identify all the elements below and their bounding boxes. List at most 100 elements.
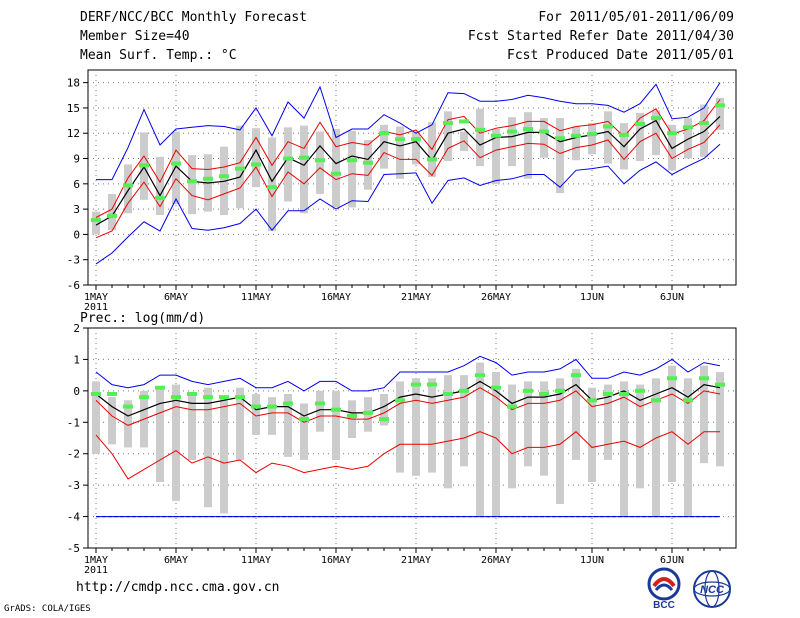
ensemble-box	[236, 387, 244, 460]
ensemble-box	[172, 131, 180, 205]
ensemble-box	[556, 378, 564, 504]
climate-mark	[107, 213, 117, 218]
y-tick-label: 3	[73, 203, 80, 216]
climate-mark	[635, 121, 645, 126]
chart-title: DERF/NCC/BCC Monthly Forecast	[80, 10, 307, 25]
y-tick-label: 2	[73, 322, 80, 335]
ensemble-box	[684, 378, 692, 517]
ensemble-box	[460, 375, 468, 467]
climate-mark	[603, 392, 613, 396]
x-tick-year-label: 2011	[84, 565, 108, 576]
ensemble-box	[188, 155, 196, 215]
climate-mark	[635, 388, 645, 393]
climate-mark	[587, 132, 597, 137]
climate-mark	[267, 404, 277, 409]
ensemble-box	[716, 372, 724, 467]
ensemble-box	[172, 384, 180, 501]
ncc-logo-icon: NCC	[693, 570, 731, 608]
y-tick-label: -6	[67, 279, 80, 292]
climate-mark	[411, 382, 421, 387]
x-tick-label: 6MAY	[164, 555, 188, 566]
ensemble-box	[380, 394, 388, 426]
upper-spread-line	[95, 99, 721, 218]
ensemble-box	[396, 126, 404, 179]
x-tick-label: 1MAY	[84, 292, 108, 303]
x-tick-label: 6MAY	[164, 292, 188, 303]
member-size: Member Size=40	[80, 29, 190, 44]
ensemble-box	[316, 131, 324, 194]
climate-mark	[155, 385, 165, 390]
ensemble-box	[476, 362, 484, 517]
climate-mark	[699, 376, 709, 381]
ensemble-box	[108, 193, 116, 231]
climate-mark	[155, 196, 165, 201]
upper-spread-line	[95, 387, 721, 426]
climate-mark	[315, 158, 325, 163]
climate-mark	[379, 131, 389, 136]
climate-mark	[395, 398, 405, 403]
climate-mark	[123, 183, 133, 188]
climate-mark	[299, 155, 309, 160]
climate-mark	[475, 127, 485, 132]
ensemble-box	[156, 156, 164, 216]
ensemble-box	[572, 368, 580, 460]
ensemble-box	[92, 381, 100, 454]
climate-mark	[443, 392, 453, 396]
ensemble-box	[220, 397, 228, 514]
climate-mark	[523, 127, 533, 132]
source-url[interactable]: http://cmdp.ncc.cma.gov.cn	[76, 580, 280, 595]
started-date: Fcst Started Refer Date 2011/04/30	[467, 29, 734, 44]
climate-mark	[427, 157, 437, 162]
climate-mark	[667, 376, 677, 381]
ensemble-box	[412, 378, 420, 476]
ensemble-box	[572, 126, 580, 161]
lower-spread-line	[95, 431, 720, 480]
x-tick-label: 11MAY	[241, 555, 271, 566]
ensemble-box	[332, 390, 340, 460]
climate-mark	[411, 137, 421, 142]
climate-mark	[507, 404, 517, 409]
x-tick-label: 26MAY	[481, 555, 511, 566]
climate-mark	[299, 417, 309, 422]
climate-mark	[491, 385, 501, 390]
climate-mark	[395, 137, 405, 142]
y-tick-label: 1	[73, 353, 80, 366]
ensemble-box	[620, 381, 628, 517]
x-tick-label: 6JUN	[660, 555, 684, 566]
climate-mark	[555, 136, 565, 141]
climate-mark	[571, 133, 581, 138]
ensemble-box	[156, 387, 164, 482]
ensemble-box	[252, 394, 260, 435]
climate-mark	[683, 125, 693, 130]
x-tick-label: 1MAY	[84, 555, 108, 566]
ensemble-box	[412, 131, 420, 165]
climate-mark	[619, 392, 629, 396]
climate-mark	[491, 133, 501, 138]
precip-panel-title: Prec.: log(mm/d)	[80, 311, 205, 326]
ncc-logo-text: NCC	[700, 584, 725, 596]
climate-mark	[539, 129, 549, 134]
x-tick-label: 6JUN	[660, 292, 684, 303]
climate-mark	[555, 388, 565, 393]
climate-mark	[91, 218, 101, 223]
y-tick-label: -3	[67, 254, 80, 267]
ensemble-box	[124, 400, 132, 448]
plot-frame	[87, 327, 737, 549]
climate-mark	[347, 158, 357, 163]
x-tick-label: 1JUN	[580, 555, 604, 566]
bcc-logo-text: BCC	[653, 600, 675, 610]
ensemble-box	[252, 128, 260, 188]
climate-mark	[331, 171, 341, 176]
climate-mark	[651, 116, 661, 121]
ensemble-box	[332, 129, 340, 208]
ensemble-box	[348, 130, 356, 208]
ensemble-box	[508, 384, 516, 489]
max-line	[95, 355, 721, 392]
climate-mark	[667, 131, 677, 136]
forecast-period: For 2011/05/01-2011/06/09	[538, 10, 734, 25]
ensemble-box	[508, 117, 516, 167]
climate-mark	[507, 129, 517, 134]
climate-mark	[347, 414, 357, 418]
min-line	[95, 143, 721, 265]
ensemble-box	[556, 118, 564, 194]
